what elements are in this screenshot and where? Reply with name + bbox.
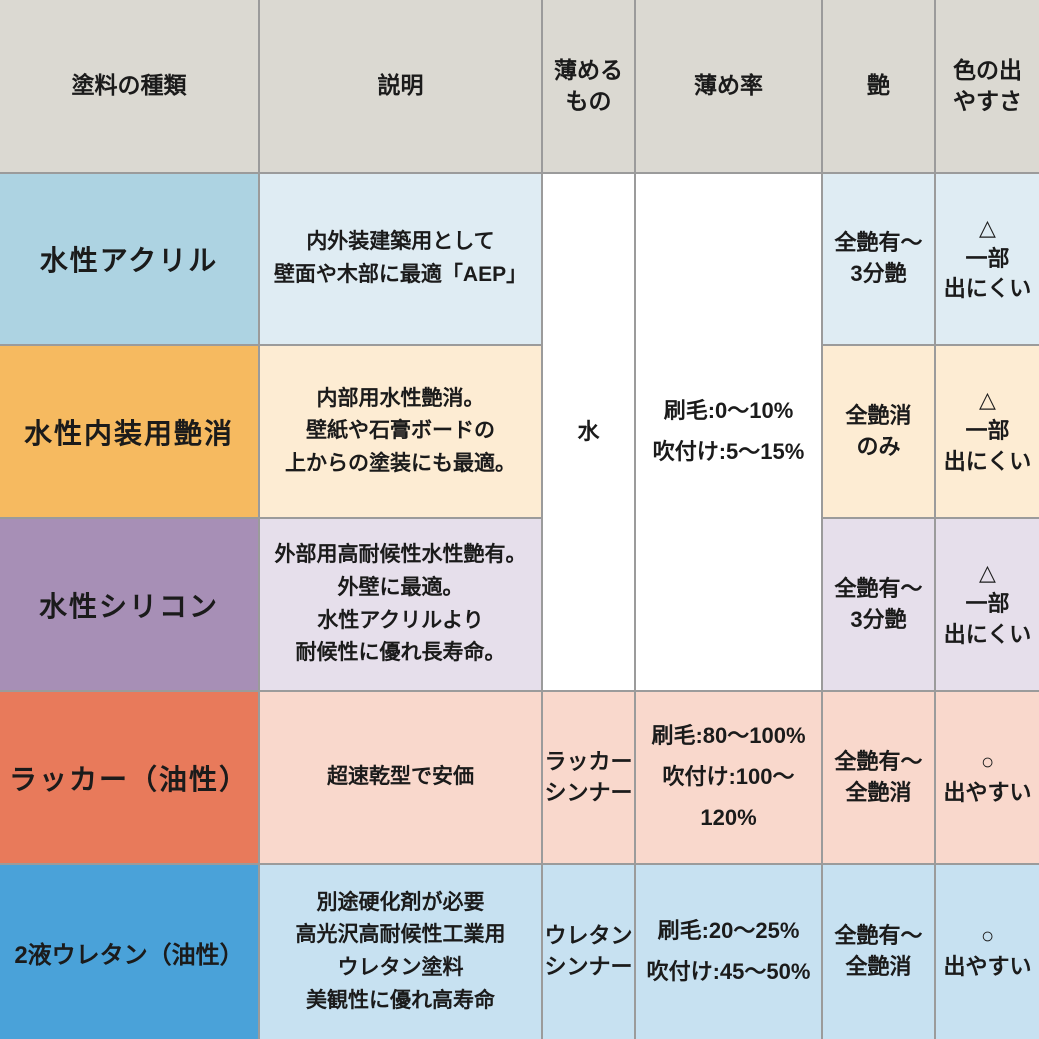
cell-ease-acrylic: △ 一部 出にくい (936, 174, 1039, 344)
cell-thinner-water: 水 (543, 174, 634, 690)
cell-ease-urethane: ○ 出やすい (936, 865, 1039, 1039)
cell-gloss-interior-matte: 全艶消 のみ (823, 346, 934, 517)
header-color-ease: 色の出 やすさ (936, 0, 1039, 172)
cell-name-acrylic: 水性アクリル (0, 174, 258, 344)
header-description: 説明 (260, 0, 541, 172)
cell-name-interior-matte: 水性内装用艶消 (0, 346, 258, 517)
cell-desc-acrylic: 内外装建築用として 壁面や木部に最適「AEP」 (260, 174, 541, 344)
header-gloss: 艶 (823, 0, 934, 172)
cell-ratio-lacquer: 刷毛:80～100% 吹付け:100～120% (636, 692, 821, 863)
header-paint-type: 塗料の種類 (0, 0, 258, 172)
cell-desc-lacquer: 超速乾型で安価 (260, 692, 541, 863)
cell-ease-lacquer: ○ 出やすい (936, 692, 1039, 863)
cell-desc-urethane: 別途硬化剤が必要 高光沢高耐候性工業用 ウレタン塗料 美観性に優れ高寿命 (260, 865, 541, 1039)
cell-ratio-urethane: 刷毛:20～25% 吹付け:45～50% (636, 865, 821, 1039)
cell-ease-silicone: △ 一部 出にくい (936, 519, 1039, 690)
cell-desc-interior-matte: 内部用水性艶消。 壁紙や石膏ボードの 上からの塗装にも最適。 (260, 346, 541, 517)
cell-name-silicone: 水性シリコン (0, 519, 258, 690)
header-dilution-ratio: 薄め率 (636, 0, 821, 172)
cell-ease-interior-matte: △ 一部 出にくい (936, 346, 1039, 517)
cell-desc-silicone: 外部用高耐候性水性艶有。 外壁に最適。 水性アクリルより 耐候性に優れ長寿命。 (260, 519, 541, 690)
cell-gloss-silicone: 全艶有～ 3分艶 (823, 519, 934, 690)
cell-ratio-water: 刷毛:0～10% 吹付け:5～15% (636, 174, 821, 690)
cell-gloss-urethane: 全艶有～ 全艶消 (823, 865, 934, 1039)
header-thinner: 薄める もの (543, 0, 634, 172)
cell-thinner-urethane: ウレタン シンナー (543, 865, 634, 1039)
cell-thinner-lacquer: ラッカー シンナー (543, 692, 634, 863)
cell-name-urethane: 2液ウレタン（油性） (0, 865, 258, 1039)
cell-name-lacquer: ラッカー（油性） (0, 692, 258, 863)
cell-gloss-lacquer: 全艶有～ 全艶消 (823, 692, 934, 863)
cell-gloss-acrylic: 全艶有～ 3分艶 (823, 174, 934, 344)
